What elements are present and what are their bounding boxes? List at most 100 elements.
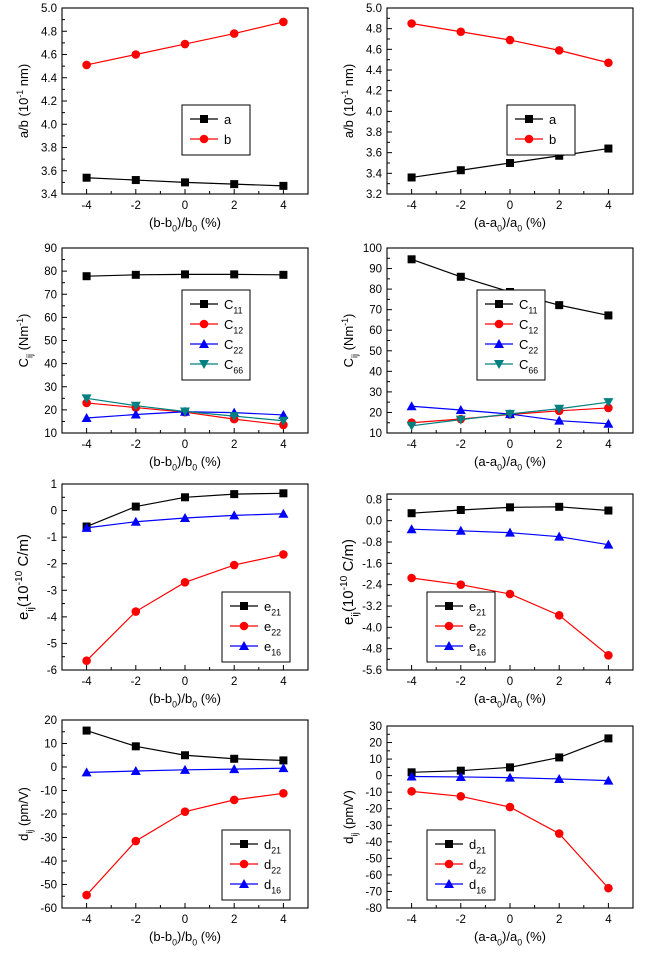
data-point [455, 404, 466, 414]
legend-marker [239, 859, 249, 869]
data-point [604, 883, 613, 893]
y-tick-label: 80 [369, 284, 382, 296]
data-point [278, 416, 289, 426]
data-point [604, 734, 613, 743]
legend-marker [445, 602, 453, 610]
legend-marker [240, 840, 248, 848]
y-tick-label: 10 [44, 739, 57, 751]
y-tick-label: -4 [47, 612, 58, 624]
x-axis-label: (a-a0)/a0 (%) [474, 929, 546, 948]
y-axis-label: Cij (Nm-1) [340, 314, 360, 368]
data-point [603, 775, 614, 785]
x-tick-label: 2 [556, 914, 562, 926]
x-tick-label: 0 [182, 676, 188, 688]
y-tick-label: -10 [40, 786, 57, 798]
data-point [406, 421, 417, 431]
data-point [81, 767, 92, 777]
x-tick-label: -2 [456, 914, 466, 926]
data-point [130, 409, 141, 419]
legend-box [221, 591, 291, 663]
data-point [279, 756, 288, 765]
legend-entry: d16 [264, 877, 281, 896]
data-point [131, 607, 141, 616]
legend-entry: C22 [519, 337, 538, 356]
y-tick-label: 0 [51, 762, 57, 774]
x-tick-label: -4 [406, 439, 417, 451]
data-point [82, 272, 91, 281]
data-point [278, 508, 289, 518]
y-tick-label: 30 [369, 721, 382, 733]
legend-marker [444, 621, 454, 631]
y-tick-label: -10 [365, 787, 382, 799]
x-tick-label: -2 [131, 676, 141, 688]
y-axis-label: eij(10-10 C/m) [339, 539, 361, 625]
data-point [555, 753, 564, 762]
y-tick-label: 4.6 [41, 50, 57, 62]
legend-marker [445, 840, 453, 848]
y-tick-label: -6 [47, 665, 57, 677]
y-tick-label: -40 [40, 856, 57, 868]
data-point [279, 489, 288, 498]
y-tick-label: 3.6 [366, 148, 382, 160]
y-tick-label: -5.6 [362, 665, 382, 677]
x-tick-label: -4 [81, 439, 92, 451]
y-tick-label: 3.2 [366, 189, 382, 201]
data-point [406, 771, 417, 781]
y-tick-label: 0.0 [366, 516, 382, 528]
legend-box [221, 829, 291, 901]
data-point [131, 176, 140, 185]
legend-box [426, 591, 496, 663]
plot-frame [386, 725, 634, 909]
data-point [456, 580, 466, 589]
legend-marker [199, 319, 209, 329]
x-tick-label: -4 [81, 914, 92, 926]
legend-entry: d22 [264, 857, 281, 876]
data-point [604, 403, 613, 413]
legend-entry: e22 [469, 619, 486, 638]
legend-entry: e21 [264, 599, 281, 618]
x-tick-label: -4 [81, 200, 92, 212]
x-axis-label: (b-b0)/b0 (%) [149, 454, 221, 473]
x-tick-label: 2 [556, 439, 562, 451]
data-point [278, 763, 289, 773]
y-tick-label: 4.0 [41, 119, 57, 131]
y-tick-label: 10 [44, 428, 57, 440]
legend-entry: C12 [519, 317, 538, 336]
y-tick-label: -1.6 [362, 558, 382, 570]
y-tick-label: -20 [40, 809, 57, 821]
legend-box [506, 104, 576, 156]
legend-entry: d21 [469, 837, 486, 856]
data-point [554, 829, 564, 838]
data-point [456, 27, 466, 37]
data-point [230, 270, 239, 279]
x-tick-label: 4 [280, 439, 287, 451]
data-point [229, 29, 239, 38]
data-point [82, 656, 91, 665]
y-tick-label: -70 [365, 886, 382, 898]
y-tick-label: 4.8 [41, 26, 57, 38]
y-tick-label: 30 [369, 387, 382, 399]
data-point [406, 401, 417, 411]
data-point [180, 513, 190, 523]
data-point [181, 493, 189, 502]
x-tick-label: 0 [507, 914, 513, 926]
data-point [130, 516, 141, 526]
y-tick-label: 70 [369, 305, 382, 317]
legend-entry: d16 [469, 877, 486, 896]
data-point [230, 490, 239, 499]
data-point [180, 807, 190, 816]
data-point [131, 836, 141, 846]
data-point [279, 550, 288, 559]
y-tick-label: -4.0 [362, 622, 382, 634]
y-axis-label: dij (pm/V) [16, 787, 35, 841]
data-point [181, 751, 189, 760]
y-tick-label: 30 [44, 382, 57, 394]
y-tick-label: 3.8 [366, 127, 382, 139]
data-point [407, 509, 416, 518]
x-tick-label: -2 [456, 676, 466, 688]
x-tick-label: -4 [81, 676, 92, 688]
data-point [456, 166, 465, 175]
x-tick-label: 0 [182, 439, 188, 451]
x-tick-label: -2 [456, 439, 466, 451]
